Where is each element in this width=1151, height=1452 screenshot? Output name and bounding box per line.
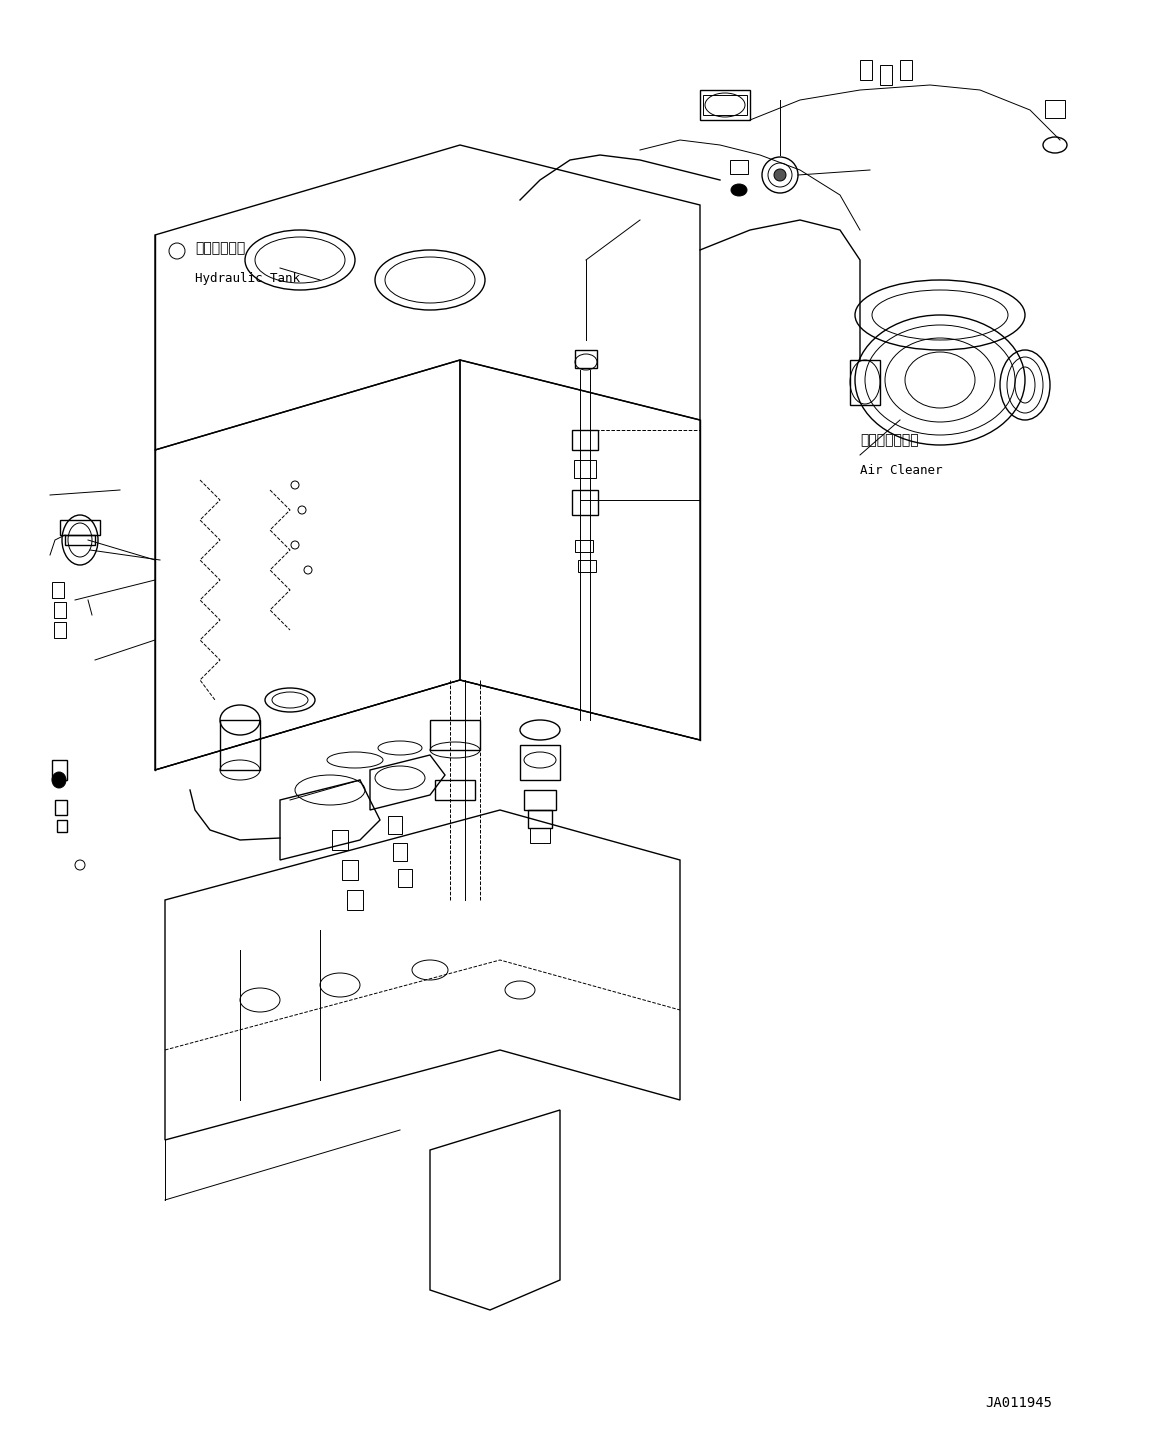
Bar: [54, 621, 66, 637]
Bar: [60, 520, 100, 534]
Bar: [398, 868, 412, 887]
Bar: [572, 430, 599, 450]
Text: エアークリーナ: エアークリーナ: [860, 433, 918, 447]
Text: 作動油タンク: 作動油タンク: [195, 241, 245, 256]
Bar: [528, 810, 552, 828]
Bar: [392, 844, 407, 861]
Bar: [388, 816, 402, 833]
Ellipse shape: [52, 772, 66, 788]
Bar: [524, 790, 556, 810]
Bar: [881, 65, 892, 86]
Bar: [730, 160, 748, 174]
Bar: [346, 890, 363, 910]
Circle shape: [773, 168, 786, 182]
Bar: [572, 489, 599, 515]
Bar: [52, 582, 64, 598]
Bar: [54, 603, 66, 619]
Bar: [520, 745, 561, 780]
Bar: [700, 90, 750, 121]
Text: JA011945: JA011945: [985, 1395, 1052, 1410]
Bar: [58, 820, 67, 832]
Bar: [529, 828, 550, 844]
Bar: [52, 759, 67, 780]
Bar: [703, 94, 747, 115]
Bar: [331, 831, 348, 849]
Bar: [435, 780, 475, 800]
Bar: [55, 800, 67, 815]
Bar: [342, 860, 358, 880]
Bar: [860, 60, 872, 80]
Text: Hydraulic Tank: Hydraulic Tank: [195, 272, 300, 285]
Bar: [220, 720, 260, 770]
Bar: [578, 560, 596, 572]
Text: Air Cleaner: Air Cleaner: [860, 465, 943, 478]
Bar: [900, 60, 912, 80]
Bar: [576, 350, 597, 367]
Bar: [849, 360, 881, 405]
Bar: [430, 720, 480, 751]
Bar: [574, 460, 596, 478]
Bar: [64, 534, 96, 544]
Bar: [576, 540, 593, 552]
Bar: [1045, 100, 1065, 118]
Ellipse shape: [731, 184, 747, 196]
